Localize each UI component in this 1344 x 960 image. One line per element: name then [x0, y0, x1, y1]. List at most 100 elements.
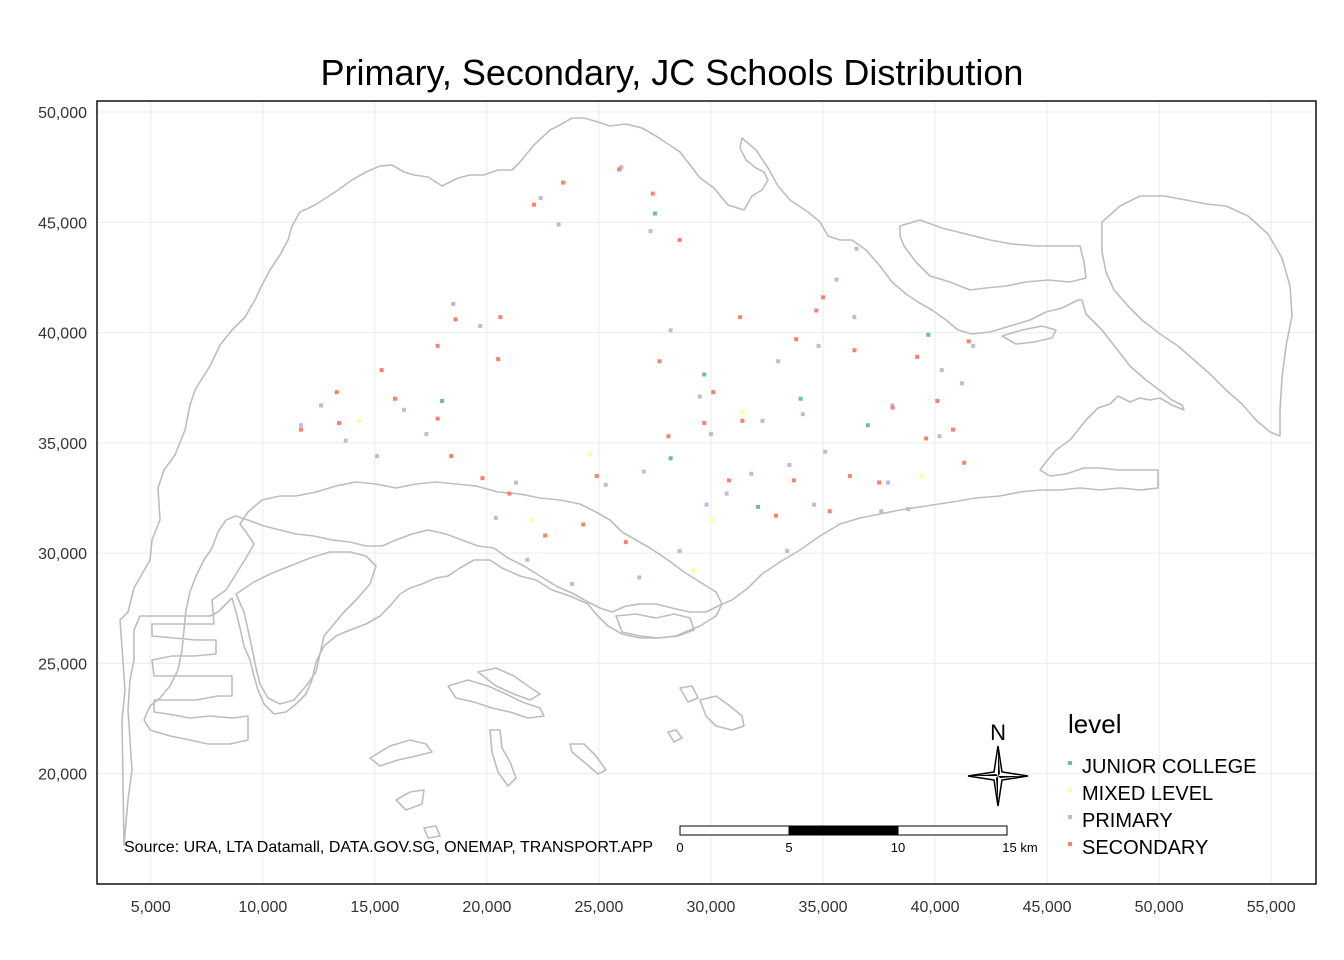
school-point-secondary [877, 480, 882, 485]
school-point-primary [760, 418, 765, 423]
pulau-tekong-outline [1101, 195, 1293, 437]
school-point-secondary [702, 421, 707, 426]
southern-island-3 [369, 739, 433, 767]
pulau-ubin-outline [899, 219, 1087, 291]
school-point-primary [619, 165, 624, 170]
school-point-secondary [581, 522, 586, 527]
legend-swatch-secondary [1068, 842, 1072, 846]
school-point-primary [451, 301, 456, 306]
school-point-primary [959, 381, 964, 386]
sentosa-outline [615, 613, 695, 639]
school-point-secondary [298, 427, 303, 432]
school-point-primary [375, 454, 380, 459]
y-tick-label: 45,000 [38, 215, 87, 232]
y-tick-label: 30,000 [38, 546, 87, 563]
school-point-secondary [561, 180, 566, 185]
x-tick-label: 5,000 [131, 899, 171, 916]
legend-swatch-junior-college [1068, 761, 1072, 765]
school-point-primary [823, 449, 828, 454]
school-point-primary [785, 548, 790, 553]
school-point-primary [704, 502, 709, 507]
school-point-secondary [594, 473, 599, 478]
north-arrow-icon: N [967, 720, 1029, 807]
school-point-secondary [966, 339, 971, 344]
school-point-primary [800, 412, 805, 417]
scale-label-0: 0 [676, 840, 683, 855]
school-point-junior-college [756, 504, 761, 509]
school-point-primary [812, 502, 817, 507]
school-point-secondary [453, 317, 458, 322]
y-axis-ticks: 20,000 25,000 30,000 35,000 40,000 45,000 50,0… [38, 105, 87, 784]
y-tick-label: 35,000 [38, 436, 87, 453]
x-tick-label: 25,000 [574, 899, 623, 916]
legend-swatch-primary [1068, 815, 1072, 819]
school-point-primary [493, 515, 498, 520]
source-note: Source: URA, LTA Datamall, DATA.GOV.SG, … [124, 839, 653, 856]
x-tick-label: 20,000 [462, 899, 511, 916]
school-point-mixed-level [708, 518, 713, 523]
school-point-mixed-level [691, 568, 696, 573]
school-point-secondary [794, 337, 799, 342]
school-point-primary [787, 462, 792, 467]
x-tick-label: 35,000 [799, 899, 848, 916]
school-point-primary [890, 403, 895, 408]
school-point-junior-college [798, 396, 803, 401]
school-point-primary [708, 432, 713, 437]
school-point-secondary [650, 191, 655, 196]
school-point-primary [776, 359, 781, 364]
southern-island-8 [679, 685, 699, 703]
mainland-outline [119, 117, 1185, 846]
southern-island-6 [569, 743, 607, 775]
school-point-secondary [480, 476, 485, 481]
school-point-secondary [531, 202, 536, 207]
x-tick-label: 55,000 [1247, 899, 1296, 916]
school-point-secondary [666, 434, 671, 439]
school-point-mixed-level [357, 418, 362, 423]
x-tick-label: 45,000 [1023, 899, 1072, 916]
legend-label-junior-college: JUNIOR COLLEGE [1082, 756, 1256, 778]
x-axis-ticks: 5,000 10,000 15,000 20,000 25,000 30,000 35,00… [131, 899, 1296, 916]
scale-label-15: 15 km [1002, 840, 1037, 855]
map-title: Primary, Secondary, JC Schools Distribut… [320, 52, 1024, 93]
school-point-secondary [847, 473, 852, 478]
school-point-junior-college [865, 423, 870, 428]
school-point-secondary [711, 390, 716, 395]
school-point-primary [906, 507, 911, 512]
school-point-primary [879, 509, 884, 514]
legend-label-secondary: SECONDARY [1082, 837, 1208, 859]
school-point-secondary [334, 390, 339, 395]
school-point-junior-college [668, 456, 673, 461]
school-point-secondary [657, 359, 662, 364]
school-point-secondary [543, 533, 548, 538]
school-point-primary [424, 432, 429, 437]
school-point-junior-college [926, 332, 931, 337]
scale-bar: 0 5 10 15 km [676, 825, 1038, 855]
school-point-primary [538, 196, 543, 201]
school-point-primary [677, 548, 682, 553]
panel-frame [96, 100, 1317, 885]
school-point-primary [525, 557, 530, 562]
school-point-primary [834, 277, 839, 282]
school-point-secondary [677, 237, 682, 242]
school-point-secondary [890, 405, 895, 410]
school-point-mixed-level [529, 518, 534, 523]
x-tick-label: 50,000 [1135, 899, 1184, 916]
school-point-primary [478, 323, 483, 328]
school-point-primary [556, 222, 561, 227]
school-point-primary [816, 343, 821, 348]
school-point-primary [724, 491, 729, 496]
y-tick-label: 20,000 [38, 767, 87, 784]
school-point-primary [852, 315, 857, 320]
southern-island-1 [447, 679, 545, 719]
scale-segment-3 [897, 825, 1008, 836]
coney-island-outline [1001, 325, 1057, 345]
school-point-mixed-level [587, 451, 592, 456]
grid-lines [97, 101, 1316, 884]
scale-segment-2 [788, 825, 899, 836]
school-point-secondary [337, 421, 342, 426]
southern-island-10 [667, 729, 683, 743]
school-point-primary [401, 407, 406, 412]
school-point-secondary [852, 348, 857, 353]
